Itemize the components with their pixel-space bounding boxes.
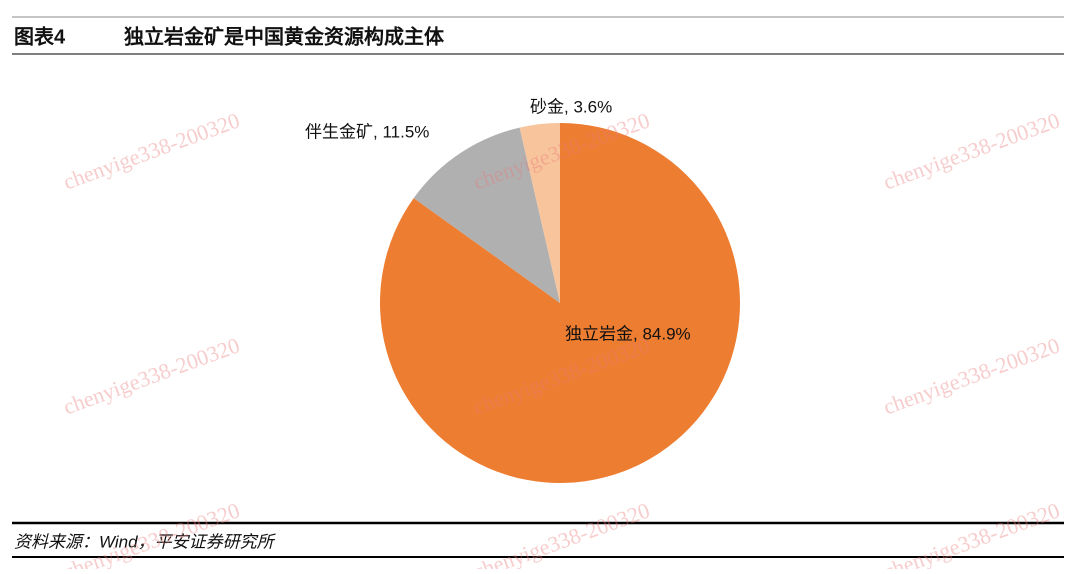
figure-label: 图表4 bbox=[14, 24, 66, 48]
pie-slice bbox=[413, 127, 560, 303]
watermark: chenyige338-200320 bbox=[470, 497, 653, 569]
watermark: chenyige338-200320 bbox=[60, 107, 243, 194]
source: 资料来源：Wind，平安证券研究所 bbox=[14, 532, 277, 551]
pie: 独立岩金, 84.9% 伴生金矿, 11.5% 砂金, 3.6% bbox=[305, 97, 741, 483]
watermark: chenyige338-200320 bbox=[60, 332, 243, 419]
pie-slice bbox=[519, 123, 560, 303]
watermark: chenyige338-200320 bbox=[880, 497, 1063, 569]
data-label: 伴生金矿, 11.5% bbox=[305, 122, 429, 141]
watermark: chenyige338-200320 bbox=[880, 332, 1063, 419]
data-label: 砂金, 3.6% bbox=[530, 97, 612, 116]
watermark: chenyige338-200320 bbox=[880, 107, 1063, 194]
figure-title: 独立岩金矿是中国黄金资源构成主体 bbox=[124, 24, 445, 48]
data-label: 独立岩金, 84.9% bbox=[565, 324, 691, 343]
